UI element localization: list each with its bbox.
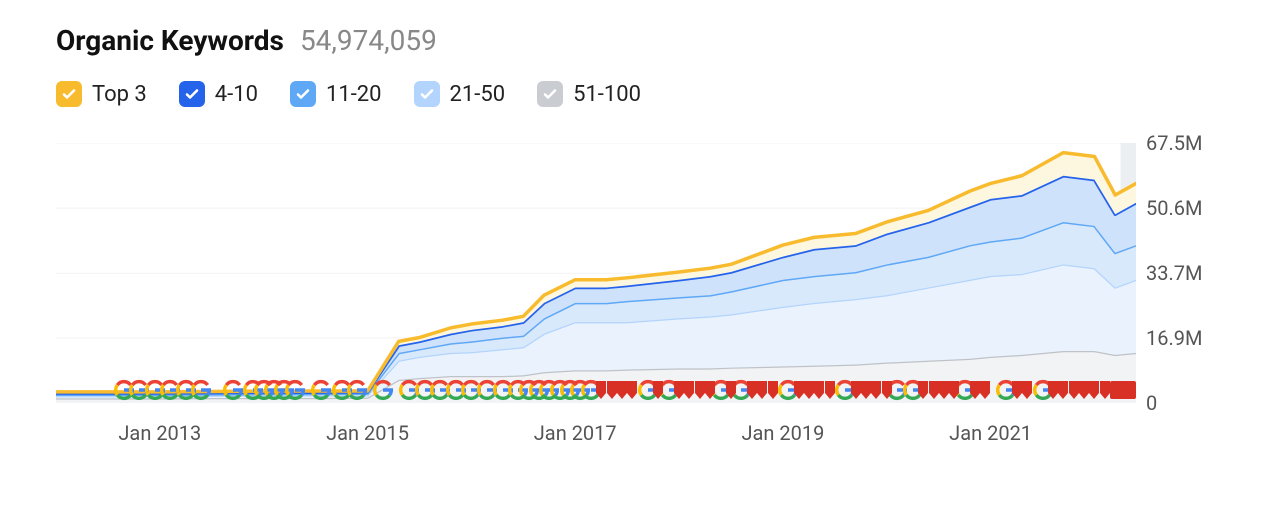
legend-item[interactable]: 4-10 xyxy=(179,81,258,107)
legend-item[interactable]: 21-50 xyxy=(414,81,506,107)
organic-keywords-widget: Organic Keywords 54,974,059 Top 3 4-10 11-… xyxy=(0,0,1282,524)
y-tick-label: 0 xyxy=(1146,391,1157,415)
checkbox-icon xyxy=(414,81,440,107)
widget-header: Organic Keywords 54,974,059 xyxy=(56,24,1222,57)
checkbox-icon xyxy=(179,81,205,107)
legend-item[interactable]: 51-100 xyxy=(537,81,641,107)
legend-label: 21-50 xyxy=(450,82,506,107)
legend-label: 11-20 xyxy=(326,82,382,107)
x-tick-label: Jan 2013 xyxy=(118,421,201,445)
x-tick-label: Jan 2015 xyxy=(326,421,409,445)
stacked-area-chart xyxy=(56,143,1136,403)
widget-title: Organic Keywords xyxy=(56,24,284,57)
legend-label: Top 3 xyxy=(92,82,147,107)
legend-item[interactable]: Top 3 xyxy=(56,81,147,107)
x-tick-label: Jan 2021 xyxy=(949,421,1032,445)
legend: Top 3 4-10 11-20 21-50 51-100 xyxy=(56,81,1222,107)
legend-label: 51-100 xyxy=(573,82,641,107)
chart-area: 67.5M50.6M33.7M16.9M0 Jan 2013Jan 2015Ja… xyxy=(56,143,1216,443)
legend-item[interactable]: 11-20 xyxy=(290,81,382,107)
checkbox-icon xyxy=(537,81,563,107)
y-tick-label: 67.5M xyxy=(1146,131,1202,155)
keyword-count: 54,974,059 xyxy=(300,24,437,57)
x-tick-label: Jan 2019 xyxy=(741,421,824,445)
x-tick-label: Jan 2017 xyxy=(534,421,617,445)
y-tick-label: 16.9M xyxy=(1146,326,1202,350)
y-tick-label: 50.6M xyxy=(1146,196,1202,220)
y-tick-label: 33.7M xyxy=(1146,261,1202,285)
legend-label: 4-10 xyxy=(215,82,258,107)
checkbox-icon xyxy=(56,81,82,107)
checkbox-icon xyxy=(290,81,316,107)
